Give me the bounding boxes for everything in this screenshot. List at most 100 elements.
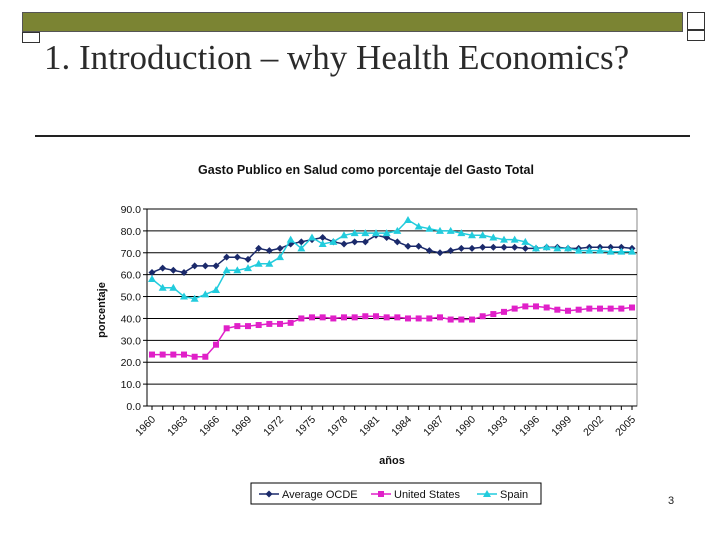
data-point-average-ocde [361, 238, 369, 246]
data-point-average-ocde [148, 268, 156, 276]
data-point-spain [404, 215, 412, 223]
data-point-average-ocde [169, 266, 177, 274]
data-point-average-ocde [457, 244, 465, 252]
data-point-average-ocde [415, 242, 423, 250]
data-point-spain [158, 283, 167, 291]
data-point-spain [446, 226, 455, 234]
data-point-united-states [266, 320, 273, 327]
data-point-spain [596, 246, 604, 254]
x-axis-label: años [379, 455, 405, 467]
data-point-united-states [170, 351, 177, 358]
data-point-united-states [373, 313, 379, 320]
data-point-united-states [191, 353, 198, 360]
y-tick-label: 40.0 [121, 313, 142, 325]
data-point-spain [500, 235, 508, 243]
x-tick-label: 1960 [133, 414, 158, 439]
data-point-average-ocde [276, 244, 284, 252]
legend-marker-spain [483, 490, 491, 497]
data-point-spain [169, 283, 178, 291]
data-point-united-states [543, 304, 550, 311]
data-point-spain [244, 264, 252, 272]
corner-square-left [22, 32, 40, 43]
data-point-average-ocde [319, 233, 327, 241]
data-point-united-states [565, 307, 571, 314]
data-point-united-states [629, 304, 635, 311]
data-point-spain [318, 240, 327, 248]
data-point-spain [372, 229, 380, 237]
corner-square-bottom [687, 30, 705, 41]
data-point-spain [382, 229, 391, 237]
data-point-united-states [597, 305, 603, 312]
data-point-united-states [159, 351, 166, 358]
y-tick-label: 60.0 [121, 270, 142, 282]
data-point-spain [329, 237, 338, 245]
y-tick-label: 50.0 [121, 292, 142, 304]
data-point-spain [436, 226, 444, 234]
data-point-united-states [319, 314, 326, 321]
title-underline [35, 135, 690, 137]
data-point-united-states [277, 320, 283, 327]
x-tick-label: 1996 [517, 414, 542, 439]
y-tick-label: 20.0 [121, 357, 142, 369]
data-point-united-states [341, 314, 347, 321]
legend-label-united-states: United States [394, 489, 461, 501]
data-point-spain [553, 244, 562, 252]
data-point-united-states [479, 313, 486, 320]
data-point-spain [425, 224, 434, 232]
x-tick-label: 2002 [581, 414, 606, 439]
data-point-united-states [522, 303, 529, 310]
chart-legend: Average OCDE United States Spain [250, 482, 542, 505]
slide-title: 1. Introduction – why Health Economics? [44, 38, 630, 77]
data-point-spain [148, 275, 156, 283]
data-point-spain [628, 247, 636, 255]
data-point-spain [478, 231, 487, 239]
data-point-average-ocde [340, 240, 348, 248]
data-point-average-ocde [351, 238, 359, 246]
data-point-average-ocde [265, 247, 273, 255]
y-tick-label: 10.0 [121, 379, 142, 391]
data-point-spain [308, 233, 316, 241]
line-chart: Gasto Publico en Salud como porcentaje d… [96, 163, 638, 505]
data-point-spain [393, 226, 402, 234]
data-point-average-ocde [436, 249, 444, 257]
data-point-average-ocde [159, 264, 167, 272]
legend-marker-average-ocde [265, 490, 273, 498]
data-point-united-states [469, 316, 475, 323]
x-tick-label: 1966 [197, 414, 222, 439]
data-point-average-ocde [404, 242, 412, 250]
data-point-spain [212, 285, 220, 293]
x-tick-label: 1969 [229, 414, 254, 439]
x-tick-label: 1990 [453, 414, 478, 439]
data-point-spain [340, 231, 348, 239]
data-point-average-ocde [500, 243, 508, 251]
chart-container: Gasto Publico en Salud como porcentaje d… [92, 150, 658, 514]
data-point-united-states [234, 323, 241, 330]
data-point-united-states [213, 341, 219, 348]
data-point-spain [606, 247, 615, 255]
data-point-spain [254, 259, 263, 267]
data-point-united-states [298, 315, 305, 322]
corner-square-top [687, 12, 705, 30]
data-point-united-states [223, 325, 230, 332]
data-point-average-ocde [212, 262, 220, 270]
data-point-spain [180, 292, 188, 300]
data-point-spain [510, 235, 519, 243]
legend-marker-united-states [378, 491, 384, 497]
data-point-average-ocde [255, 244, 263, 252]
data-point-spain [414, 222, 423, 230]
data-point-average-ocde [244, 255, 252, 263]
x-tick-label: 1999 [549, 414, 574, 439]
y-tick-label: 0.0 [126, 401, 141, 413]
data-point-united-states [351, 314, 358, 321]
data-point-united-states [245, 323, 251, 330]
x-tick-label: 1963 [165, 414, 190, 439]
title-accent-bar [22, 12, 683, 32]
x-tick-label: 1975 [293, 414, 318, 439]
data-point-united-states [458, 316, 465, 323]
data-point-spain [532, 244, 540, 252]
data-point-spain [265, 259, 274, 267]
data-point-spain [564, 244, 572, 252]
data-point-average-ocde [201, 262, 209, 270]
data-point-united-states [415, 315, 422, 322]
y-axis-label: porcentaje [96, 282, 108, 338]
